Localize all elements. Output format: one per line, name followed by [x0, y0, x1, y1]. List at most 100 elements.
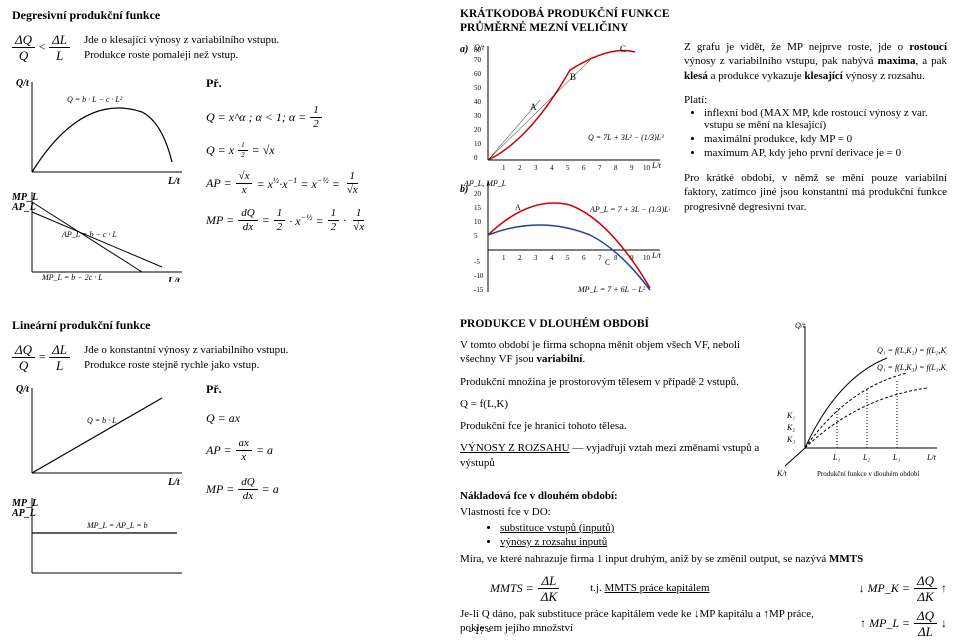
svg-text:10: 10 — [474, 140, 482, 148]
naklad-list: substituce vstupů (inputů) výnosy z rozs… — [460, 522, 947, 550]
bottom-left: Lineární produkční funkce ΔQQ = ΔLL Jde … — [12, 318, 442, 640]
c3-y: Q/t — [795, 321, 806, 330]
c3-caption: Produkční funkce v dlouhém období — [817, 470, 919, 478]
right-heading2: PRŮMĚRNÉ MEZNÍ VELIČINY — [460, 22, 947, 34]
svg-text:10: 10 — [643, 254, 651, 262]
plati-2: maximum AP, kdy jeho první derivace je =… — [704, 147, 947, 159]
lin-desc: Jde o konstantní výnosy z variabilního v… — [84, 343, 288, 372]
svg-text:4: 4 — [550, 254, 554, 262]
a-label: a) — [460, 44, 468, 55]
right-p1: Z grafu je vidět, že MP nejprve roste, j… — [684, 40, 947, 83]
plati-block: Platí: inflexní bod (MAX MP, kde rostouc… — [684, 93, 947, 161]
svg-text:20: 20 — [474, 126, 482, 134]
br-p3: Q = f(L,K) — [460, 397, 767, 411]
eq2b: = √x — [252, 143, 275, 158]
lin-eq3-rhs: = a — [262, 482, 279, 497]
lin-chart-eqs: Q/t L/t Q = b · L MP_L AP_L L/t MP_L = A… — [12, 378, 442, 581]
b-y: AP_L, MP_L — [463, 179, 507, 188]
ptC: C — [620, 44, 626, 54]
lin-eq2: AP = axx = a — [206, 438, 279, 463]
c3-eq1: Q₁ = f(L,K₂) = f(L₂,K) — [877, 346, 947, 355]
c3-l3: L₃ — [892, 453, 900, 462]
svg-text:20: 20 — [474, 190, 482, 198]
c3-k3: K₃ — [786, 435, 795, 444]
svg-text:10: 10 — [474, 218, 482, 226]
naklad-block: Nákladová fce v dlouhém období: Vlastnos… — [460, 489, 947, 640]
eq3-pre: AP = — [206, 176, 232, 191]
heading-linear: Lineární produkční funkce — [12, 318, 442, 333]
eq2-exp: 12 — [238, 142, 248, 159]
mmts-eq: MMTS = ΔLΔK — [460, 574, 560, 603]
eq1: Q = x^α ; α < 1; α = 12 — [206, 105, 367, 130]
svg-text:5: 5 — [474, 232, 478, 240]
lin-eq3: MP = dQdx = a — [206, 477, 279, 502]
chart-degress-svg: Q/t L/t Q = b · L − c · L² MP_L AP_L L/t… — [12, 72, 192, 282]
chart-ab: a) Q/t 01020304050607080 12345678910 — [460, 40, 670, 303]
top-row: Degresivní produkční funkce ΔQQ < ΔLL Jd… — [12, 8, 947, 308]
mpl-eq: ↑ MP_L = ΔQΔL ↓ — [860, 609, 947, 638]
bottom-row: Lineární produkční funkce ΔQQ = ΔLL Jde … — [12, 318, 947, 640]
right-row: a) Q/t 01020304050607080 12345678910 — [460, 40, 947, 303]
svg-text:60: 60 — [474, 70, 482, 78]
eqs-col: Př. Q = x^α ; α < 1; α = 12 Q = x12 = √x… — [206, 72, 367, 285]
svg-text:50: 50 — [474, 84, 482, 92]
svg-text:-5: -5 — [474, 258, 480, 266]
b-apl: AP_L = 7 + 3L − (1/3)L² — [589, 205, 670, 214]
page-number: - 17 - — [469, 626, 491, 637]
mmts-row: MMTS = ΔLΔK t.j. MMTS práce kapitálem ↓ … — [460, 572, 947, 605]
svg-text:5: 5 — [566, 254, 570, 262]
mmts-lhs: MMTS = — [490, 581, 534, 596]
ax-x1: L/t — [167, 176, 181, 187]
ax-ap: AP_L — [12, 202, 36, 213]
br-top-row: PRODUKCE V DLOUHÉM OBDOBÍ V tomto období… — [460, 318, 947, 481]
lin-ap: AP_L — [12, 508, 36, 519]
eq2a: Q = x — [206, 143, 234, 158]
top-left: Degresivní produkční funkce ΔQQ < ΔLL Jd… — [12, 8, 442, 308]
svg-text:-15: -15 — [474, 286, 484, 294]
eq4-m1: = — [262, 213, 270, 228]
c3-k1: K₁ — [786, 411, 795, 420]
ax-y1: Q/t — [16, 78, 30, 89]
chart-linear-svg: Q/t L/t Q = b · L MP_L AP_L L/t MP_L = A… — [12, 378, 192, 578]
eq3: AP = √xx = x½·x−1 = x−½ = 1√x — [206, 171, 367, 196]
br-p5-u: VÝNOSY Z ROZSAHU — [460, 442, 570, 454]
mmts-row2: Je-li Q dáno, pak substituce práce kapit… — [460, 607, 947, 640]
svg-text:40: 40 — [474, 98, 482, 106]
mpk-eq: ↓ MP_K = ΔQΔK ↑ — [859, 574, 947, 603]
eq2: Q = x 12 = √x — [206, 142, 367, 159]
svg-text:15: 15 — [474, 204, 482, 212]
chart1-ap-eq: AP_L = b − c · L — [61, 230, 117, 239]
eq4-m3: · — [343, 213, 346, 228]
plati-list: inflexní bod (MAX MP, kde rostoucí výnos… — [684, 107, 947, 159]
chart-linear: Q/t L/t Q = b · L MP_L AP_L L/t MP_L = A… — [12, 378, 192, 581]
naklad-sub: Vlastnosti fce v DO: — [460, 505, 947, 519]
plati-label: Platí: — [684, 93, 947, 107]
mpl-arrow: ↓ — [941, 616, 947, 631]
svg-text:9: 9 — [630, 164, 634, 172]
right-heading1: KRÁTKODOBÁ PRODUKČNÍ FUNKCE — [460, 8, 947, 20]
b-yticks: 20 15 10 5 -5 -10 -15 — [474, 190, 484, 294]
n1: výnosy z rozsahu inputů — [500, 536, 947, 548]
ptA: A — [530, 102, 537, 112]
mpk-lhs: ↓ MP_K = — [859, 581, 910, 596]
chart-degress: Q/t L/t Q = b · L − c · L² MP_L AP_L L/t… — [12, 72, 192, 285]
svg-text:-10: -10 — [474, 272, 484, 280]
lin-eqs-col: Př. Q = ax AP = axx = a MP = dQdx = a — [206, 378, 279, 581]
b-ptC: C — [605, 258, 610, 267]
plati-1: maximální produkce, kdy MP = 0 — [704, 133, 947, 145]
chart-and-eqs: Q/t L/t Q = b · L − c · L² MP_L AP_L L/t… — [12, 72, 442, 285]
br-p5: VÝNOSY Z ROZSAHU — vyjadřují vztah mezi … — [460, 441, 767, 470]
a-xticks: 12345678910 — [502, 164, 651, 172]
c3-l1: L₁ — [832, 453, 840, 462]
b-ptA: A — [515, 203, 521, 212]
lin-x2: L/t — [167, 577, 181, 578]
c3-kt: K/t — [777, 469, 788, 478]
svg-text:0: 0 — [474, 154, 478, 162]
lin-eq2-pre: AP = — [206, 443, 232, 458]
ax-x2: L/t — [167, 276, 181, 282]
c3-x: L/t — [926, 453, 937, 462]
top-right: KRÁTKODOBÁ PRODUKČNÍ FUNKCE PRŮMĚRNÉ MEZ… — [460, 8, 947, 308]
svg-text:30: 30 — [474, 112, 482, 120]
prod-heading-block: PRODUKCE V DLOUHÉM OBDOBÍ — [460, 318, 767, 330]
plati-0: inflexní bod (MAX MP, kde rostoucí výnos… — [704, 107, 947, 131]
